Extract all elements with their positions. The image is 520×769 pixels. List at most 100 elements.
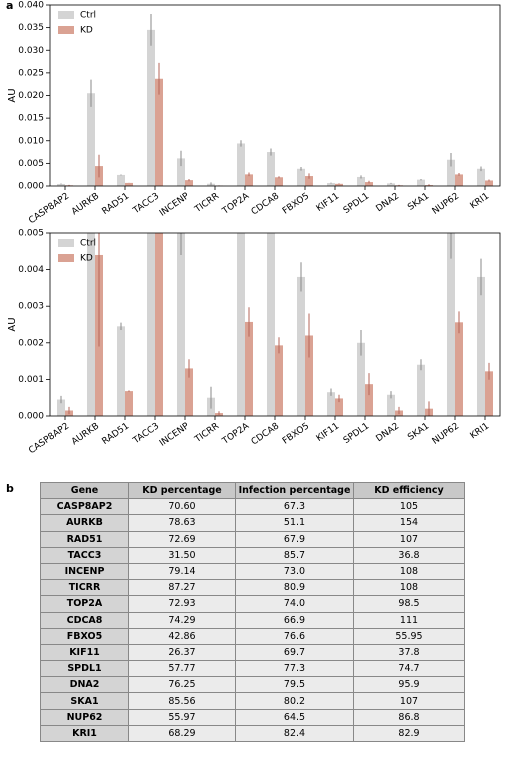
table-row: AURKB 78.63 51.1 154	[40, 514, 465, 532]
table-cell: Infection percentage	[235, 481, 354, 500]
bar	[485, 180, 493, 186]
table-cell: SKA1	[40, 692, 129, 710]
bar	[297, 276, 305, 416]
table-row: FBXO5 42.86 76.6 55.95	[40, 627, 465, 645]
table-row: TOP2A 72.93 74.0 98.5	[40, 595, 465, 613]
bar	[275, 345, 283, 416]
x-tick-label: SKA1	[406, 191, 431, 213]
table-row: KRI1 68.29 82.4 82.9	[40, 724, 465, 743]
bar	[447, 159, 455, 186]
x-tick-label: NUP62	[431, 191, 461, 217]
bar	[237, 143, 245, 186]
legend-label: Ctrl	[80, 239, 96, 249]
charts: 0.000 0.005 0.010 0.015 0.020 0.025 0.030 0.035…	[7, 1, 501, 456]
table-header: Gene KD percentage Infection percentage KD …	[40, 481, 465, 500]
bar	[57, 183, 65, 186]
table-cell: 98.5	[353, 595, 465, 613]
y-tick-label: 0.003	[18, 302, 44, 312]
table: Gene KD percentage Infection percentage KD …	[40, 481, 465, 743]
bar	[147, 233, 155, 416]
x-tick-label: KRI1	[469, 421, 492, 441]
table-cell: 78.63	[128, 514, 236, 532]
x-tick-label: KIF11	[315, 421, 341, 444]
x-tick-label: RAD51	[100, 421, 131, 447]
y-tick-label: 0.002	[18, 338, 44, 348]
table-cell: 79.14	[128, 562, 236, 581]
table-cell: 108	[353, 562, 465, 581]
bar	[305, 335, 313, 416]
table-cell: 73.0	[235, 562, 354, 581]
table-cell: KIF11	[40, 643, 129, 662]
table-cell: 68.29	[128, 724, 236, 743]
table-cell: 82.4	[235, 724, 354, 743]
bar	[87, 93, 95, 186]
table-cell: 76.6	[235, 627, 354, 645]
bar	[305, 176, 313, 186]
y-tick-label: 0.035	[18, 23, 44, 33]
bar	[155, 78, 163, 186]
x-tick-label: FBXO5	[281, 191, 311, 216]
bar	[357, 176, 365, 186]
bar	[455, 322, 463, 416]
legend-swatch	[58, 11, 74, 19]
table-cell: INCENP	[40, 562, 129, 581]
y-tick-label: 0.040	[18, 1, 44, 11]
table-row: INCENP 79.14 73.0 108	[40, 562, 465, 581]
bar	[117, 326, 125, 416]
y-tick-label: 0.004	[18, 265, 44, 275]
table-row: SKA1 85.56 80.2 107	[40, 692, 465, 710]
bar	[267, 152, 275, 186]
legend-swatch	[58, 26, 74, 34]
y-tick-label: 0.001	[18, 375, 44, 385]
bar	[125, 182, 133, 186]
x-tick-label: TACC3	[131, 191, 161, 216]
table-cell: 26.37	[128, 643, 236, 662]
panel-label: b	[6, 482, 14, 495]
x-tick-label: SPDL1	[342, 421, 371, 446]
table-cell: 67.9	[235, 530, 354, 548]
x-tick-label: TACC3	[131, 421, 161, 446]
panel-label: a	[6, 0, 14, 12]
table-cell: 37.8	[353, 643, 465, 662]
y-tick-label: 0.030	[18, 46, 44, 56]
table-row: KIF11 26.37 69.7 37.8	[40, 643, 465, 662]
bar	[177, 158, 185, 186]
table-cell: 74.29	[128, 611, 236, 629]
table-row: RAD51 72.69 67.9 107	[40, 530, 465, 548]
x-tick-label: AURKB	[70, 191, 101, 217]
table-cell: 42.86	[128, 627, 236, 645]
bar	[485, 371, 493, 416]
y-axis-label: AU	[7, 317, 18, 331]
bar	[267, 233, 275, 416]
y-tick-label: 0.000	[18, 412, 44, 422]
y-tick-label: 0.020	[18, 91, 44, 101]
table-cell: CDCA8	[40, 611, 129, 629]
table-cell: 95.9	[353, 676, 465, 694]
y-tick-label: 0.005	[18, 159, 44, 169]
legend-label: KD	[80, 26, 93, 36]
bar	[365, 384, 373, 416]
x-tick-label: SPDL1	[342, 191, 371, 216]
bar	[177, 233, 185, 416]
bar	[447, 233, 455, 416]
table-row: NUP62 55.97 64.5 86.8	[40, 708, 465, 726]
table-cell: KD percentage	[128, 481, 236, 500]
table-cell: FBXO5	[40, 627, 129, 645]
table-cell: 66.9	[235, 611, 354, 629]
table-cell: 55.97	[128, 708, 236, 726]
table-cell: 74.7	[353, 660, 465, 678]
bar	[387, 394, 395, 416]
bar	[297, 168, 305, 186]
table-cell: 85.56	[128, 692, 236, 710]
y-tick-label: 0.000	[18, 182, 44, 192]
table-cell: SPDL1	[40, 660, 129, 678]
table-cell: 51.1	[235, 514, 354, 532]
bar	[417, 179, 425, 186]
legend-label: KD	[80, 254, 93, 264]
table-cell: 64.5	[235, 708, 354, 726]
table-row: TACC3 31.50 85.7 36.8	[40, 546, 465, 564]
bar	[117, 174, 125, 186]
table-cell: 105	[353, 498, 465, 516]
x-tick-label: CDCA8	[250, 191, 282, 217]
